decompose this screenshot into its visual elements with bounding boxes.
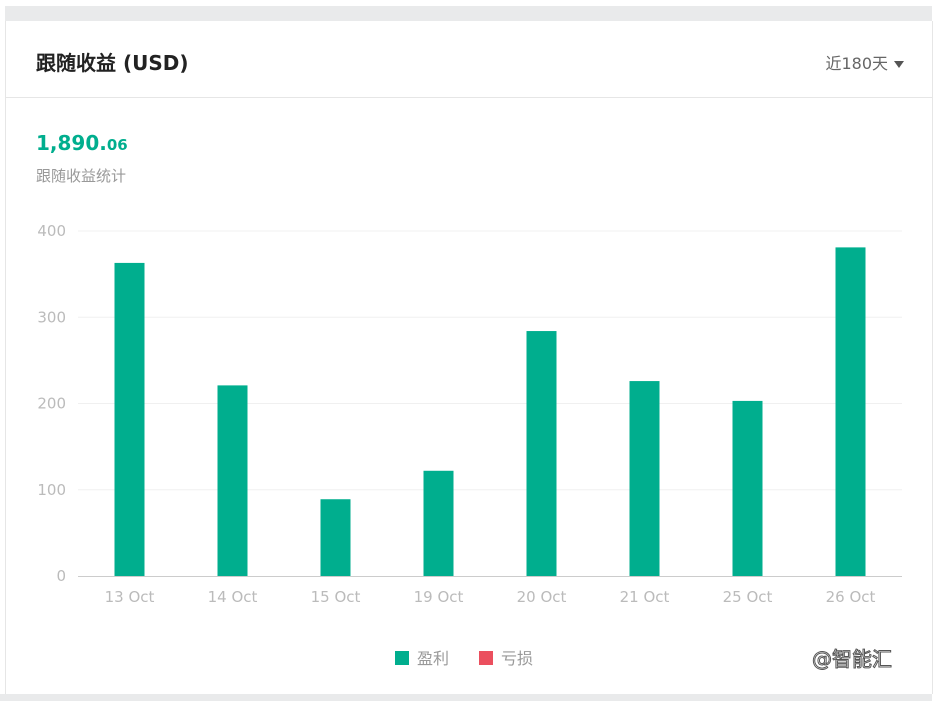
- legend: 盈利 亏损: [395, 645, 533, 669]
- bar-profit: [526, 331, 557, 576]
- card-title: 跟随收益 (USD): [36, 51, 189, 75]
- y-tick-label: 0: [56, 567, 66, 585]
- legend-label-profit: 盈利: [417, 649, 450, 668]
- x-tick-label: 13 Oct: [105, 588, 155, 606]
- x-tick-label: 26 Oct: [826, 588, 876, 606]
- total-main: 1,890.: [36, 131, 107, 155]
- bar-profit: [217, 385, 248, 576]
- x-tick-label: 14 Oct: [208, 588, 258, 606]
- x-tick-label: 19 Oct: [414, 588, 464, 606]
- x-tick-label: 15 Oct: [311, 588, 361, 606]
- y-tick-label: 400: [37, 222, 66, 240]
- bar-profit: [629, 381, 660, 576]
- legend-label-loss: 亏损: [501, 649, 534, 668]
- bar-profit: [835, 247, 866, 576]
- header-divider: [6, 97, 932, 98]
- total-earnings: 1,890.06: [36, 131, 128, 155]
- y-tick-label: 200: [37, 395, 66, 413]
- x-tick-label: 25 Oct: [723, 588, 773, 606]
- legend-swatch-profit: [395, 651, 409, 665]
- range-dropdown[interactable]: 近180天: [825, 50, 904, 74]
- x-tick-label: 20 Oct: [517, 588, 567, 606]
- range-label: 近180天: [825, 54, 888, 73]
- bar-profit: [423, 470, 454, 576]
- caret-down-icon: [894, 61, 904, 68]
- y-tick-label: 300: [37, 308, 66, 326]
- bar-profit: [114, 262, 145, 576]
- total-decimal: 06: [106, 136, 128, 154]
- bar-profit: [732, 400, 763, 576]
- legend-swatch-loss: [479, 651, 494, 665]
- total-label: 跟随收益统计: [36, 167, 127, 185]
- top-divider: [5, 6, 932, 21]
- bar-profit: [320, 499, 351, 576]
- bottom-divider: [0, 694, 932, 701]
- follow-earnings-card: 跟随收益 (USD) 近180天 1,890.06 跟随收益统计: [5, 21, 933, 694]
- legend-profit[interactable]: 盈利: [395, 645, 449, 669]
- x-tick-label: 21 Oct: [620, 588, 670, 606]
- watermark: @智能汇: [812, 647, 893, 672]
- legend-loss[interactable]: 亏损: [479, 645, 533, 669]
- y-tick-label: 100: [37, 481, 66, 499]
